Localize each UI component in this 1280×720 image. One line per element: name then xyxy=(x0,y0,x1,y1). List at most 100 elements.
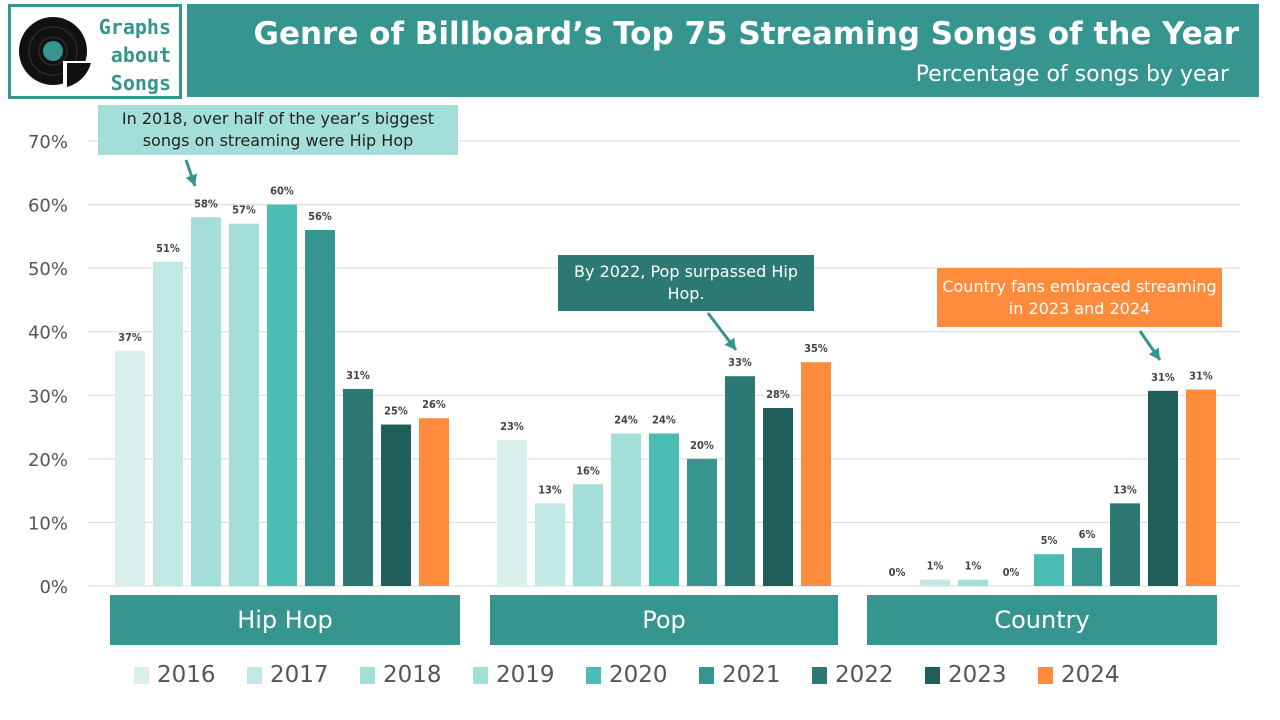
data-label: 58% xyxy=(194,197,218,210)
bar xyxy=(1186,389,1216,586)
bar xyxy=(958,579,988,586)
legend-label: 2021 xyxy=(722,662,781,688)
data-label: 13% xyxy=(1113,483,1137,496)
bar xyxy=(191,217,221,587)
bar xyxy=(419,418,449,586)
bar xyxy=(725,376,755,586)
bar xyxy=(343,388,373,586)
bar xyxy=(267,204,297,587)
bar xyxy=(1148,390,1178,586)
bar xyxy=(153,261,183,586)
bar xyxy=(611,433,641,586)
title-bar: Genre of Billboard’s Top 75 Streaming So… xyxy=(187,4,1259,97)
legend-label: 2020 xyxy=(609,662,668,688)
legend-item: 2021 xyxy=(699,662,812,688)
legend-label: 2023 xyxy=(948,662,1007,688)
data-label: 31% xyxy=(1189,370,1213,383)
logo: Graphs about Songs xyxy=(8,4,182,99)
legend-swatch xyxy=(586,666,601,684)
bar xyxy=(535,503,565,586)
category-label-country: Country xyxy=(867,595,1217,645)
annotation-country: Country fans embraced streaming in 2023 … xyxy=(937,268,1222,327)
data-label: 26% xyxy=(422,398,446,411)
bar xyxy=(305,230,335,586)
data-label: 20% xyxy=(690,439,714,452)
logo-line: Graphs xyxy=(98,15,171,39)
data-label: 1% xyxy=(965,560,982,573)
legend-swatch xyxy=(812,666,827,684)
y-tick-label: 20% xyxy=(28,450,68,471)
annotation-hiphop: In 2018, over half of the year’s biggest… xyxy=(98,105,458,155)
bar xyxy=(649,433,679,586)
bar xyxy=(115,350,145,586)
legend-label: 2022 xyxy=(835,662,894,688)
legend-swatch xyxy=(247,666,262,684)
bar xyxy=(573,484,603,586)
legend-item: 2016 xyxy=(134,662,247,688)
arrow-head-icon xyxy=(724,337,736,350)
legend-swatch xyxy=(1038,666,1053,684)
bar xyxy=(1034,554,1064,586)
category-label-pop: Pop xyxy=(490,595,838,645)
legend-label: 2017 xyxy=(270,662,329,688)
legend-swatch xyxy=(699,666,714,684)
data-label: 1% xyxy=(927,560,944,573)
data-label: 60% xyxy=(270,185,294,198)
data-label: 37% xyxy=(118,331,142,344)
vinyl-record-icon xyxy=(19,17,93,91)
legend-label: 2016 xyxy=(157,662,216,688)
logo-line: Songs xyxy=(110,71,171,95)
data-label: 24% xyxy=(614,413,638,426)
y-tick-label: 60% xyxy=(28,196,68,217)
legend-item: 2024 xyxy=(1038,662,1151,688)
data-label: 57% xyxy=(232,204,256,217)
y-tick-label: 30% xyxy=(28,386,68,407)
arrow-head-icon xyxy=(185,173,198,186)
data-label: 51% xyxy=(156,242,180,255)
data-label: 56% xyxy=(308,210,332,223)
bar xyxy=(497,439,527,586)
data-label: 16% xyxy=(576,464,600,477)
y-tick-label: 40% xyxy=(28,323,68,344)
data-label: 0% xyxy=(889,566,906,579)
legend-item: 2019 xyxy=(473,662,586,688)
data-label: 5% xyxy=(1041,534,1058,547)
data-label: 25% xyxy=(384,405,408,418)
legend-swatch xyxy=(360,666,375,684)
data-label: 35% xyxy=(804,342,828,355)
arrow-head-icon xyxy=(1148,347,1160,360)
bar xyxy=(687,458,717,586)
data-label: 6% xyxy=(1079,528,1096,541)
annotation-pop: By 2022, Pop surpassed Hip Hop. xyxy=(558,255,814,311)
bar xyxy=(1110,503,1140,586)
data-label: 0% xyxy=(1003,566,1020,579)
data-label: 31% xyxy=(1151,371,1175,384)
y-tick-label: 70% xyxy=(28,132,68,153)
y-tick-label: 10% xyxy=(28,513,68,534)
bar xyxy=(229,223,259,586)
legend-label: 2018 xyxy=(383,662,442,688)
logo-line: about xyxy=(110,43,171,67)
legend-item: 2020 xyxy=(586,662,699,688)
bar xyxy=(763,408,793,586)
data-label: 28% xyxy=(766,388,790,401)
data-label: 23% xyxy=(500,420,524,433)
y-tick-label: 50% xyxy=(28,259,68,280)
legend-item: 2017 xyxy=(247,662,360,688)
bar xyxy=(801,362,831,586)
data-label: 24% xyxy=(652,413,676,426)
data-label: 31% xyxy=(346,369,370,382)
bar xyxy=(1072,547,1102,586)
legend-swatch xyxy=(473,666,488,684)
legend-swatch xyxy=(134,666,149,684)
chart-subtitle: Percentage of songs by year xyxy=(915,62,1229,87)
legend-item: 2018 xyxy=(360,662,473,688)
legend: 2016 2017 2018 2019 2020 2021 2022 2023 2024 xyxy=(134,662,1151,688)
data-label: 33% xyxy=(728,356,752,369)
legend-item: 2022 xyxy=(812,662,925,688)
legend-item: 2023 xyxy=(925,662,1038,688)
bar xyxy=(381,424,411,586)
legend-swatch xyxy=(925,666,940,684)
legend-label: 2019 xyxy=(496,662,555,688)
